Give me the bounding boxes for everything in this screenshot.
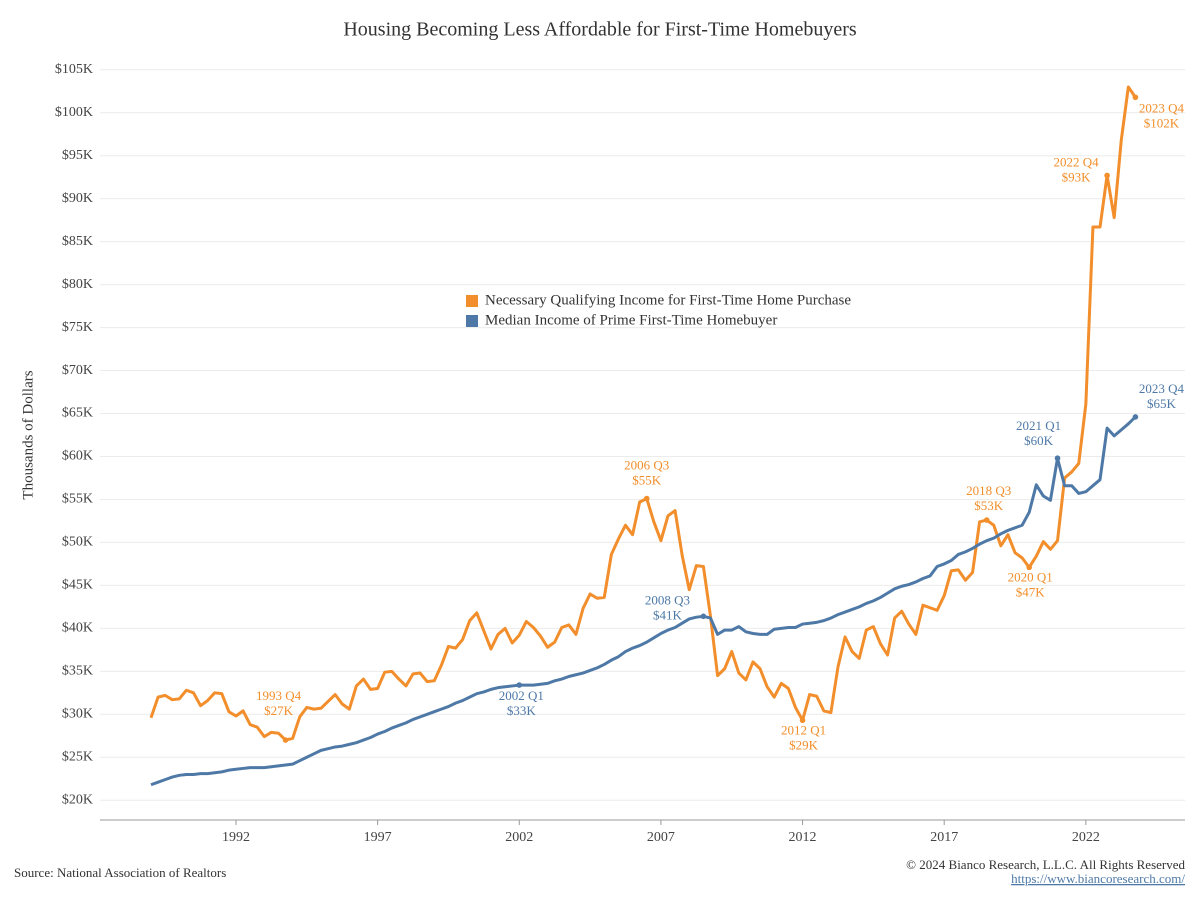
series-line (149, 85, 1137, 742)
annotation-dot (1026, 564, 1032, 571)
y-tick-label: $95K (62, 148, 93, 163)
y-tick-label: $45K (62, 578, 93, 593)
x-tick-label: 1997 (364, 830, 392, 845)
annotation-value: $53K (974, 498, 1004, 513)
annotation-value: $41K (653, 607, 683, 622)
annotation-value: $33K (507, 703, 537, 718)
annotation-label: 2023 Q4 (1139, 381, 1185, 396)
annotation-dot (516, 682, 523, 688)
annotation-label: 1993 Q4 (256, 688, 302, 703)
annotation-dot (1054, 455, 1061, 462)
y-tick-label: $80K (62, 277, 93, 292)
annotation-value: $27K (264, 703, 294, 718)
annotation-dot (643, 495, 650, 502)
annotation-dot (799, 717, 806, 724)
y-tick-label: $60K (62, 449, 93, 464)
y-tick-label: $40K (62, 621, 93, 636)
chart-title: Housing Becoming Less Affordable for Fir… (343, 19, 856, 41)
y-tick-label: $30K (62, 707, 93, 722)
y-tick-label: $65K (62, 406, 93, 421)
x-tick-label: 2017 (930, 830, 958, 845)
y-tick-label: $35K (62, 664, 93, 679)
legend-label: Median Income of Prime First-Time Homebu… (485, 312, 777, 328)
annotation-label: 2020 Q1 (1008, 569, 1053, 584)
y-axis-label: Thousands of Dollars (20, 370, 36, 499)
x-tick-label: 2012 (789, 830, 817, 845)
annotation-dot (282, 737, 289, 743)
legend-swatch (466, 295, 478, 307)
annotation-value: $47K (1016, 584, 1046, 599)
annotation-label: 2012 Q1 (781, 722, 826, 737)
x-tick-label: 2007 (647, 830, 675, 845)
y-tick-label: $50K (62, 535, 93, 550)
annotation-dot (983, 517, 990, 523)
annotation-label: 2006 Q3 (624, 458, 669, 473)
annotation-label: 2023 Q4 (1139, 100, 1185, 115)
y-tick-label: $25K (62, 749, 93, 764)
y-tick-label: $85K (62, 234, 93, 249)
annotation-value: $102K (1144, 115, 1180, 130)
x-tick-label: 2002 (505, 830, 533, 845)
annotation-label: 2002 Q1 (499, 688, 544, 703)
annotation-value: $55K (632, 473, 662, 488)
source-link[interactable]: https://www.biancoresearch.com/ (1011, 871, 1185, 886)
annotation-value: $65K (1147, 396, 1177, 411)
annotation-label: 2018 Q3 (966, 483, 1011, 498)
y-tick-label: $100K (55, 105, 93, 120)
source: Source: National Association of Realtors (14, 865, 226, 880)
y-tick-label: $105K (55, 62, 93, 77)
y-tick-label: $75K (62, 320, 93, 335)
copyright: © 2024 Bianco Research, L.L.C. All Right… (906, 857, 1185, 872)
annotation-dot (1104, 172, 1110, 179)
y-tick-label: $20K (62, 792, 93, 807)
y-tick-label: $90K (62, 191, 93, 206)
annotation-dot (700, 613, 707, 620)
annotation-value: $93K (1062, 169, 1092, 184)
annotation-value: $60K (1024, 433, 1054, 448)
y-tick-label: $70K (62, 363, 93, 378)
annotation-label: 2021 Q1 (1016, 418, 1061, 433)
annotation-dot (1132, 94, 1139, 101)
y-tick-label: $55K (62, 492, 93, 507)
annotation-dot (1132, 414, 1139, 420)
annotation-label: 2022 Q4 (1054, 154, 1100, 169)
annotation-label: 2008 Q3 (645, 592, 690, 607)
x-tick-label: 2022 (1072, 830, 1100, 845)
x-tick-label: 1992 (222, 830, 250, 845)
legend-label: Necessary Qualifying Income for First-Ti… (485, 292, 851, 308)
series-line (150, 415, 1137, 787)
annotation-value: $29K (789, 737, 819, 752)
legend-swatch (466, 315, 478, 327)
